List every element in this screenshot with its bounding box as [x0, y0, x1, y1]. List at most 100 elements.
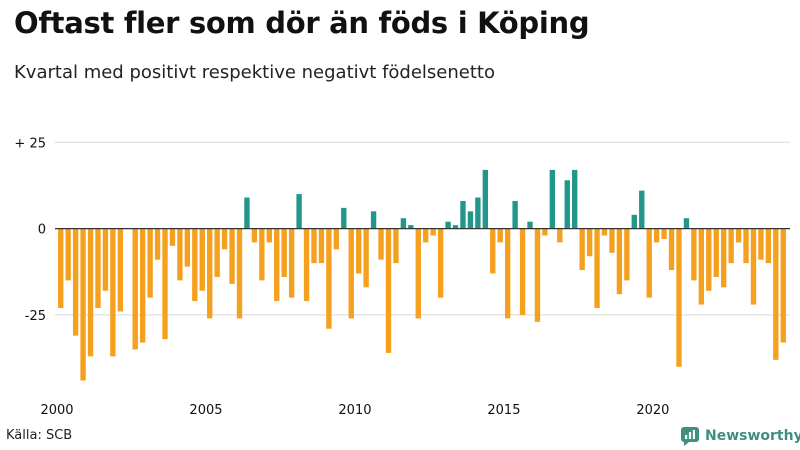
bar-negative — [601, 228, 608, 236]
bar-negative — [616, 228, 623, 295]
bar-negative — [65, 228, 71, 281]
bar-negative — [758, 228, 764, 260]
bar-positive — [452, 225, 459, 229]
bar-negative — [378, 228, 384, 260]
bar-negative — [102, 228, 109, 291]
x-tick-label: 2005 — [189, 403, 222, 418]
bar-positive — [482, 169, 488, 229]
bar-negative — [207, 228, 213, 319]
bar-negative — [497, 228, 503, 243]
bar-negative — [221, 228, 228, 250]
bar-negative — [721, 228, 727, 288]
bar-negative — [646, 228, 652, 298]
x-tick-label: 2015 — [487, 403, 520, 418]
bar-positive — [572, 169, 578, 229]
bar-negative — [117, 228, 123, 312]
bar-positive — [296, 194, 302, 229]
bar-negative — [356, 228, 362, 274]
bar-negative — [80, 228, 86, 381]
newsworthy-logo-icon — [681, 427, 699, 446]
bar-positive — [341, 207, 347, 229]
x-tick-label: 2000 — [40, 403, 73, 418]
bar-negative — [87, 228, 94, 357]
bar-negative — [251, 228, 258, 243]
bar-negative — [594, 228, 600, 309]
bar-negative — [750, 228, 757, 305]
bar-negative — [184, 228, 191, 267]
bar-positive — [683, 218, 690, 229]
bar-positive — [400, 218, 407, 229]
x-tick-label: 2010 — [338, 403, 371, 418]
bar-negative — [132, 228, 138, 350]
bar-negative — [259, 228, 265, 281]
bar-negative — [624, 228, 630, 281]
bar-positive — [639, 190, 645, 229]
bar-negative — [363, 228, 369, 288]
y-tick-label: + 25 — [14, 136, 46, 151]
bar-positive — [408, 225, 414, 229]
y-tick-label: -25 — [25, 309, 46, 324]
grid-lines — [55, 141, 790, 316]
brand-logo[interactable]: Newsworthy — [680, 426, 800, 446]
bar-negative — [192, 228, 198, 302]
bar-negative — [423, 228, 429, 243]
bars — [58, 169, 786, 381]
bar-negative — [579, 228, 585, 271]
bar-negative — [177, 228, 183, 281]
bar-positive — [460, 200, 466, 229]
bar-negative — [288, 228, 295, 298]
bar-negative — [437, 228, 444, 298]
bar-negative — [728, 228, 734, 264]
bar-negative — [162, 228, 168, 340]
bar-negative — [154, 228, 161, 260]
bar-positive — [549, 169, 556, 229]
brand-name: Newsworthy — [705, 428, 800, 444]
bar-negative — [519, 228, 526, 315]
bar-negative — [773, 228, 779, 360]
bar-negative — [110, 228, 116, 357]
bar-negative — [676, 228, 682, 367]
bar-negative — [393, 228, 399, 264]
bar-positive — [445, 221, 451, 229]
bar-negative — [534, 228, 541, 322]
bar-negative — [609, 228, 615, 253]
bar-negative — [326, 228, 332, 329]
bar-negative — [348, 228, 354, 319]
bar-negative — [415, 228, 421, 319]
bar-negative — [95, 228, 101, 309]
bar-negative — [713, 228, 719, 277]
bar-negative — [691, 228, 697, 281]
bar-negative — [653, 228, 660, 243]
bar-positive — [475, 197, 481, 229]
bar-negative — [58, 228, 64, 309]
y-tick-label: 0 — [38, 223, 46, 238]
bar-negative — [743, 228, 749, 264]
source-note: Källa: SCB — [6, 428, 73, 443]
bar-positive — [512, 200, 518, 229]
bar-negative — [698, 228, 705, 305]
bar-negative — [504, 228, 511, 319]
chart-title: Oftast fler som dör än föds i Köping — [14, 6, 590, 40]
bar-negative — [333, 228, 340, 250]
bar-negative — [490, 228, 496, 274]
bar-negative — [139, 228, 146, 343]
bar-negative — [72, 228, 79, 336]
bar-positive — [564, 180, 570, 229]
bar-positive — [244, 197, 250, 229]
bar-negative — [311, 228, 317, 264]
chart-subtitle: Kvartal med positivt respektive negativt… — [14, 62, 495, 83]
bar-negative — [780, 228, 786, 343]
bar-positive — [370, 211, 377, 229]
bar-negative — [274, 228, 280, 302]
bar-negative — [385, 228, 392, 353]
bar-negative — [281, 228, 287, 277]
bar-negative — [147, 228, 153, 298]
bar-negative — [169, 228, 176, 246]
bar-positive — [631, 214, 637, 229]
bar-negative — [236, 228, 243, 319]
bar-negative — [542, 228, 548, 236]
bar-positive — [467, 211, 474, 229]
bar-positive — [527, 221, 533, 229]
x-tick-label: 2020 — [636, 403, 669, 418]
